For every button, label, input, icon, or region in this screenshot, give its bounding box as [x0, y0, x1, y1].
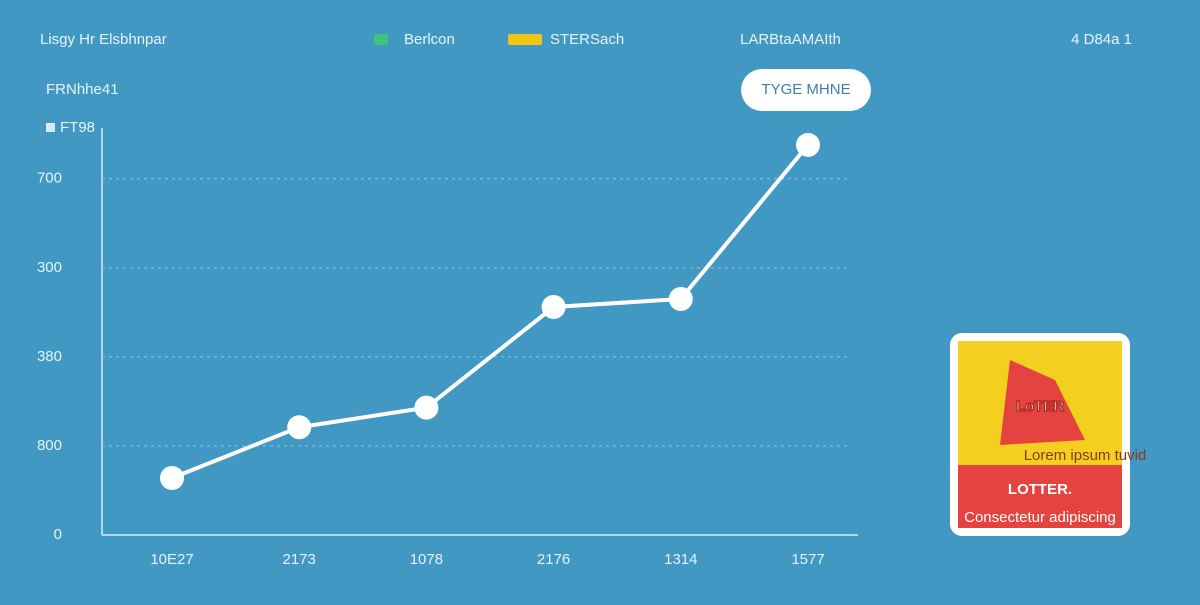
line	[171, 143, 810, 480]
y-tick-label: 0	[54, 526, 62, 543]
logo-text: LOTTER.	[1008, 481, 1072, 498]
point	[414, 395, 439, 420]
legend-swatch	[508, 34, 542, 45]
x-tick-label: 1577	[791, 551, 824, 568]
point	[796, 132, 820, 157]
logo-text: LoTER	[1016, 398, 1064, 415]
point	[668, 286, 693, 311]
chart-title: Lisgy Hr Elsbhnpar	[40, 31, 167, 48]
logo-small: Lorem ipsum tuvid	[1024, 447, 1147, 464]
legend-label: Berlcon	[404, 31, 455, 48]
y-tick-label: 300	[37, 259, 62, 276]
button-label[interactable]: TYGE MHNE	[761, 81, 850, 98]
point	[541, 295, 566, 320]
logo: LoTER Lorem ipsum tuvid LOTTER. Consecte…	[950, 333, 1146, 536]
x-tick-label: 1314	[664, 551, 697, 568]
y-tick-label: 700	[37, 170, 62, 187]
button[interactable]	[741, 69, 871, 111]
y-axis-unit: FT98	[60, 119, 95, 136]
x-tick-label: 1078	[410, 551, 443, 568]
y-tick-label: 800	[37, 437, 62, 454]
y-axis-label: FRNhhe41	[46, 81, 119, 98]
point	[287, 415, 312, 440]
x-tick-label: 2176	[537, 551, 570, 568]
legend-swatch	[374, 34, 388, 45]
header-text: LARBtaAMAIth	[740, 31, 841, 48]
logo-small: Consectetur adipiscing	[964, 509, 1116, 526]
unit-icon	[46, 123, 55, 132]
legend-label: STERSach	[550, 31, 624, 48]
x-tick-label: 10E27	[150, 551, 193, 568]
logo-bottom	[958, 465, 1122, 528]
logo-shape	[1000, 360, 1085, 445]
x-tick-label: 2173	[283, 551, 316, 568]
header-text: 4 D84a 1	[1071, 31, 1132, 48]
y-tick-label: 380	[37, 348, 62, 365]
point	[160, 466, 184, 491]
